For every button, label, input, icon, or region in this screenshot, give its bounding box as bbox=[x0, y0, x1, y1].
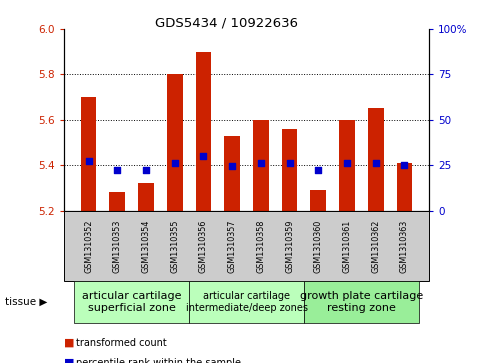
Point bbox=[372, 160, 380, 166]
Bar bbox=[282, 129, 297, 211]
Bar bbox=[138, 183, 154, 211]
Text: GSM1310355: GSM1310355 bbox=[170, 219, 179, 273]
Point bbox=[228, 163, 236, 169]
Text: GSM1310361: GSM1310361 bbox=[343, 219, 352, 273]
Text: GSM1310359: GSM1310359 bbox=[285, 219, 294, 273]
Text: GSM1310353: GSM1310353 bbox=[113, 219, 122, 273]
Bar bbox=[368, 109, 384, 211]
Point bbox=[142, 167, 150, 173]
Text: articular cartilage
intermediate/deep zones: articular cartilage intermediate/deep zo… bbox=[185, 291, 308, 313]
Text: GSM1310356: GSM1310356 bbox=[199, 219, 208, 273]
Bar bbox=[167, 74, 182, 211]
Text: GSM1310354: GSM1310354 bbox=[141, 219, 150, 273]
Text: GSM1310362: GSM1310362 bbox=[371, 219, 380, 273]
Text: GSM1310357: GSM1310357 bbox=[228, 219, 237, 273]
Point bbox=[171, 160, 178, 166]
Point bbox=[85, 158, 93, 164]
Text: tissue ▶: tissue ▶ bbox=[5, 297, 47, 307]
Text: GSM1310363: GSM1310363 bbox=[400, 219, 409, 273]
Text: ■: ■ bbox=[64, 338, 74, 348]
Bar bbox=[109, 192, 125, 211]
Bar bbox=[224, 136, 240, 211]
Point bbox=[315, 167, 322, 173]
Point bbox=[285, 160, 293, 166]
Text: growth plate cartilage
resting zone: growth plate cartilage resting zone bbox=[300, 291, 423, 313]
Bar bbox=[396, 163, 412, 211]
Point bbox=[113, 167, 121, 173]
Point bbox=[400, 162, 408, 168]
Bar bbox=[81, 97, 97, 211]
Point bbox=[257, 160, 265, 166]
Text: transformed count: transformed count bbox=[76, 338, 167, 348]
Text: GSM1310360: GSM1310360 bbox=[314, 219, 323, 273]
Bar bbox=[253, 120, 269, 211]
Bar bbox=[196, 52, 211, 211]
Text: percentile rank within the sample: percentile rank within the sample bbox=[76, 358, 242, 363]
Bar bbox=[339, 120, 355, 211]
Text: GSM1310358: GSM1310358 bbox=[256, 219, 265, 273]
Bar bbox=[311, 190, 326, 211]
Text: ■: ■ bbox=[64, 358, 74, 363]
Point bbox=[200, 153, 208, 159]
Point bbox=[343, 160, 351, 166]
Text: articular cartilage
superficial zone: articular cartilage superficial zone bbox=[82, 291, 181, 313]
Text: GSM1310352: GSM1310352 bbox=[84, 219, 93, 273]
Text: GDS5434 / 10922636: GDS5434 / 10922636 bbox=[155, 16, 298, 29]
